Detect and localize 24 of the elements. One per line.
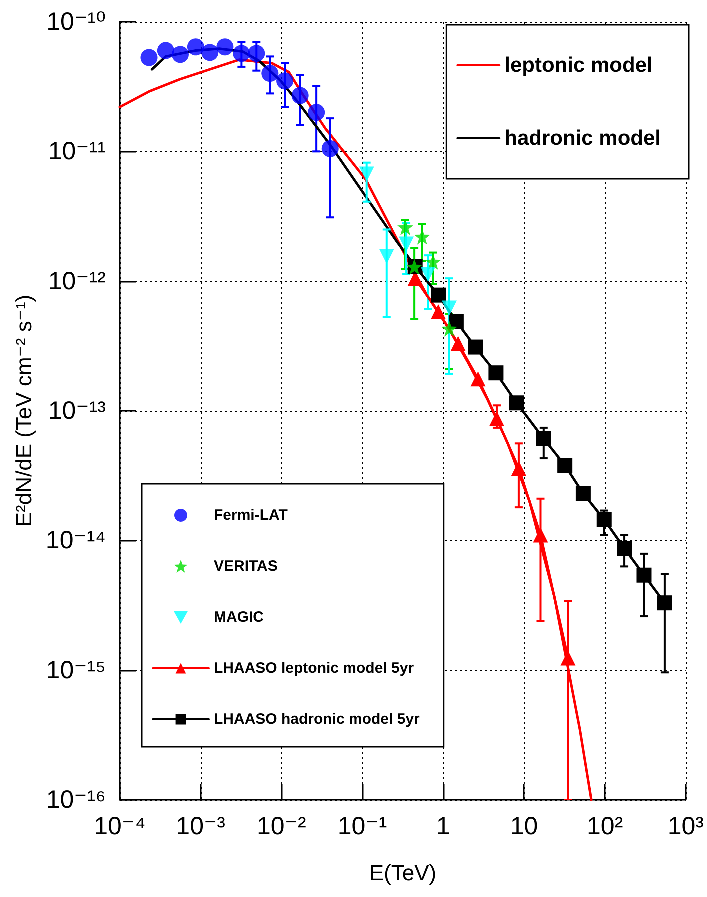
x-tick-label: 10: [510, 812, 538, 840]
y-axis-title: E²dN/dE (TeV cm⁻² s⁻¹): [12, 294, 37, 528]
x-tick-label: 10²: [587, 812, 624, 840]
x-axis-title: E(TeV): [369, 860, 437, 886]
x-tick-label: 10⁻²: [257, 812, 306, 840]
x-tick-label: 10³: [668, 812, 704, 840]
legend-label: LHAASO hadronic model 5yr: [214, 711, 420, 728]
y-tick-label: 10⁻¹³: [48, 397, 106, 425]
legend-label: LHAASO leptonic model 5yr: [214, 660, 414, 677]
y-tick-label: 10⁻¹⁶: [46, 786, 106, 814]
y-tick-label: 10⁻¹²: [48, 267, 106, 296]
x-tick-label: 10⁻⁴: [94, 812, 146, 840]
legend-label: MAGIC: [214, 609, 264, 626]
y-tick-label: 10⁻¹⁵: [46, 656, 106, 684]
y-tick-label: 10⁻¹⁰: [46, 8, 106, 36]
legend-label: hadronic model: [504, 127, 662, 150]
legend-label: VERITAS: [214, 558, 278, 575]
legend-label: Fermi-LAT: [214, 507, 288, 524]
legend-label: leptonic model: [504, 54, 653, 77]
x-tick-label: 10⁻³: [176, 812, 226, 840]
x-tick-label: 10⁻¹: [338, 812, 388, 840]
y-tick-label: 10⁻¹⁴: [46, 526, 106, 555]
y-tick-label: 10⁻¹¹: [48, 138, 106, 166]
x-tick-label: 1: [436, 812, 450, 840]
